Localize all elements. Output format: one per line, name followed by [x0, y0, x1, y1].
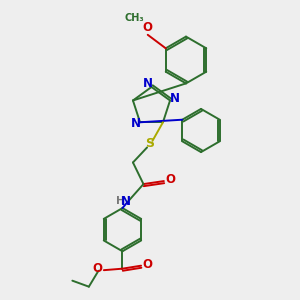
Text: H: H — [116, 196, 125, 206]
Text: S: S — [145, 137, 154, 150]
Text: O: O — [143, 21, 153, 34]
Text: N: N — [121, 195, 131, 208]
Text: N: N — [130, 117, 140, 130]
Text: O: O — [166, 173, 176, 186]
Text: O: O — [143, 258, 153, 271]
Text: CH₃: CH₃ — [124, 13, 144, 23]
Text: N: N — [169, 92, 179, 106]
Text: N: N — [143, 77, 153, 90]
Text: O: O — [92, 262, 102, 275]
